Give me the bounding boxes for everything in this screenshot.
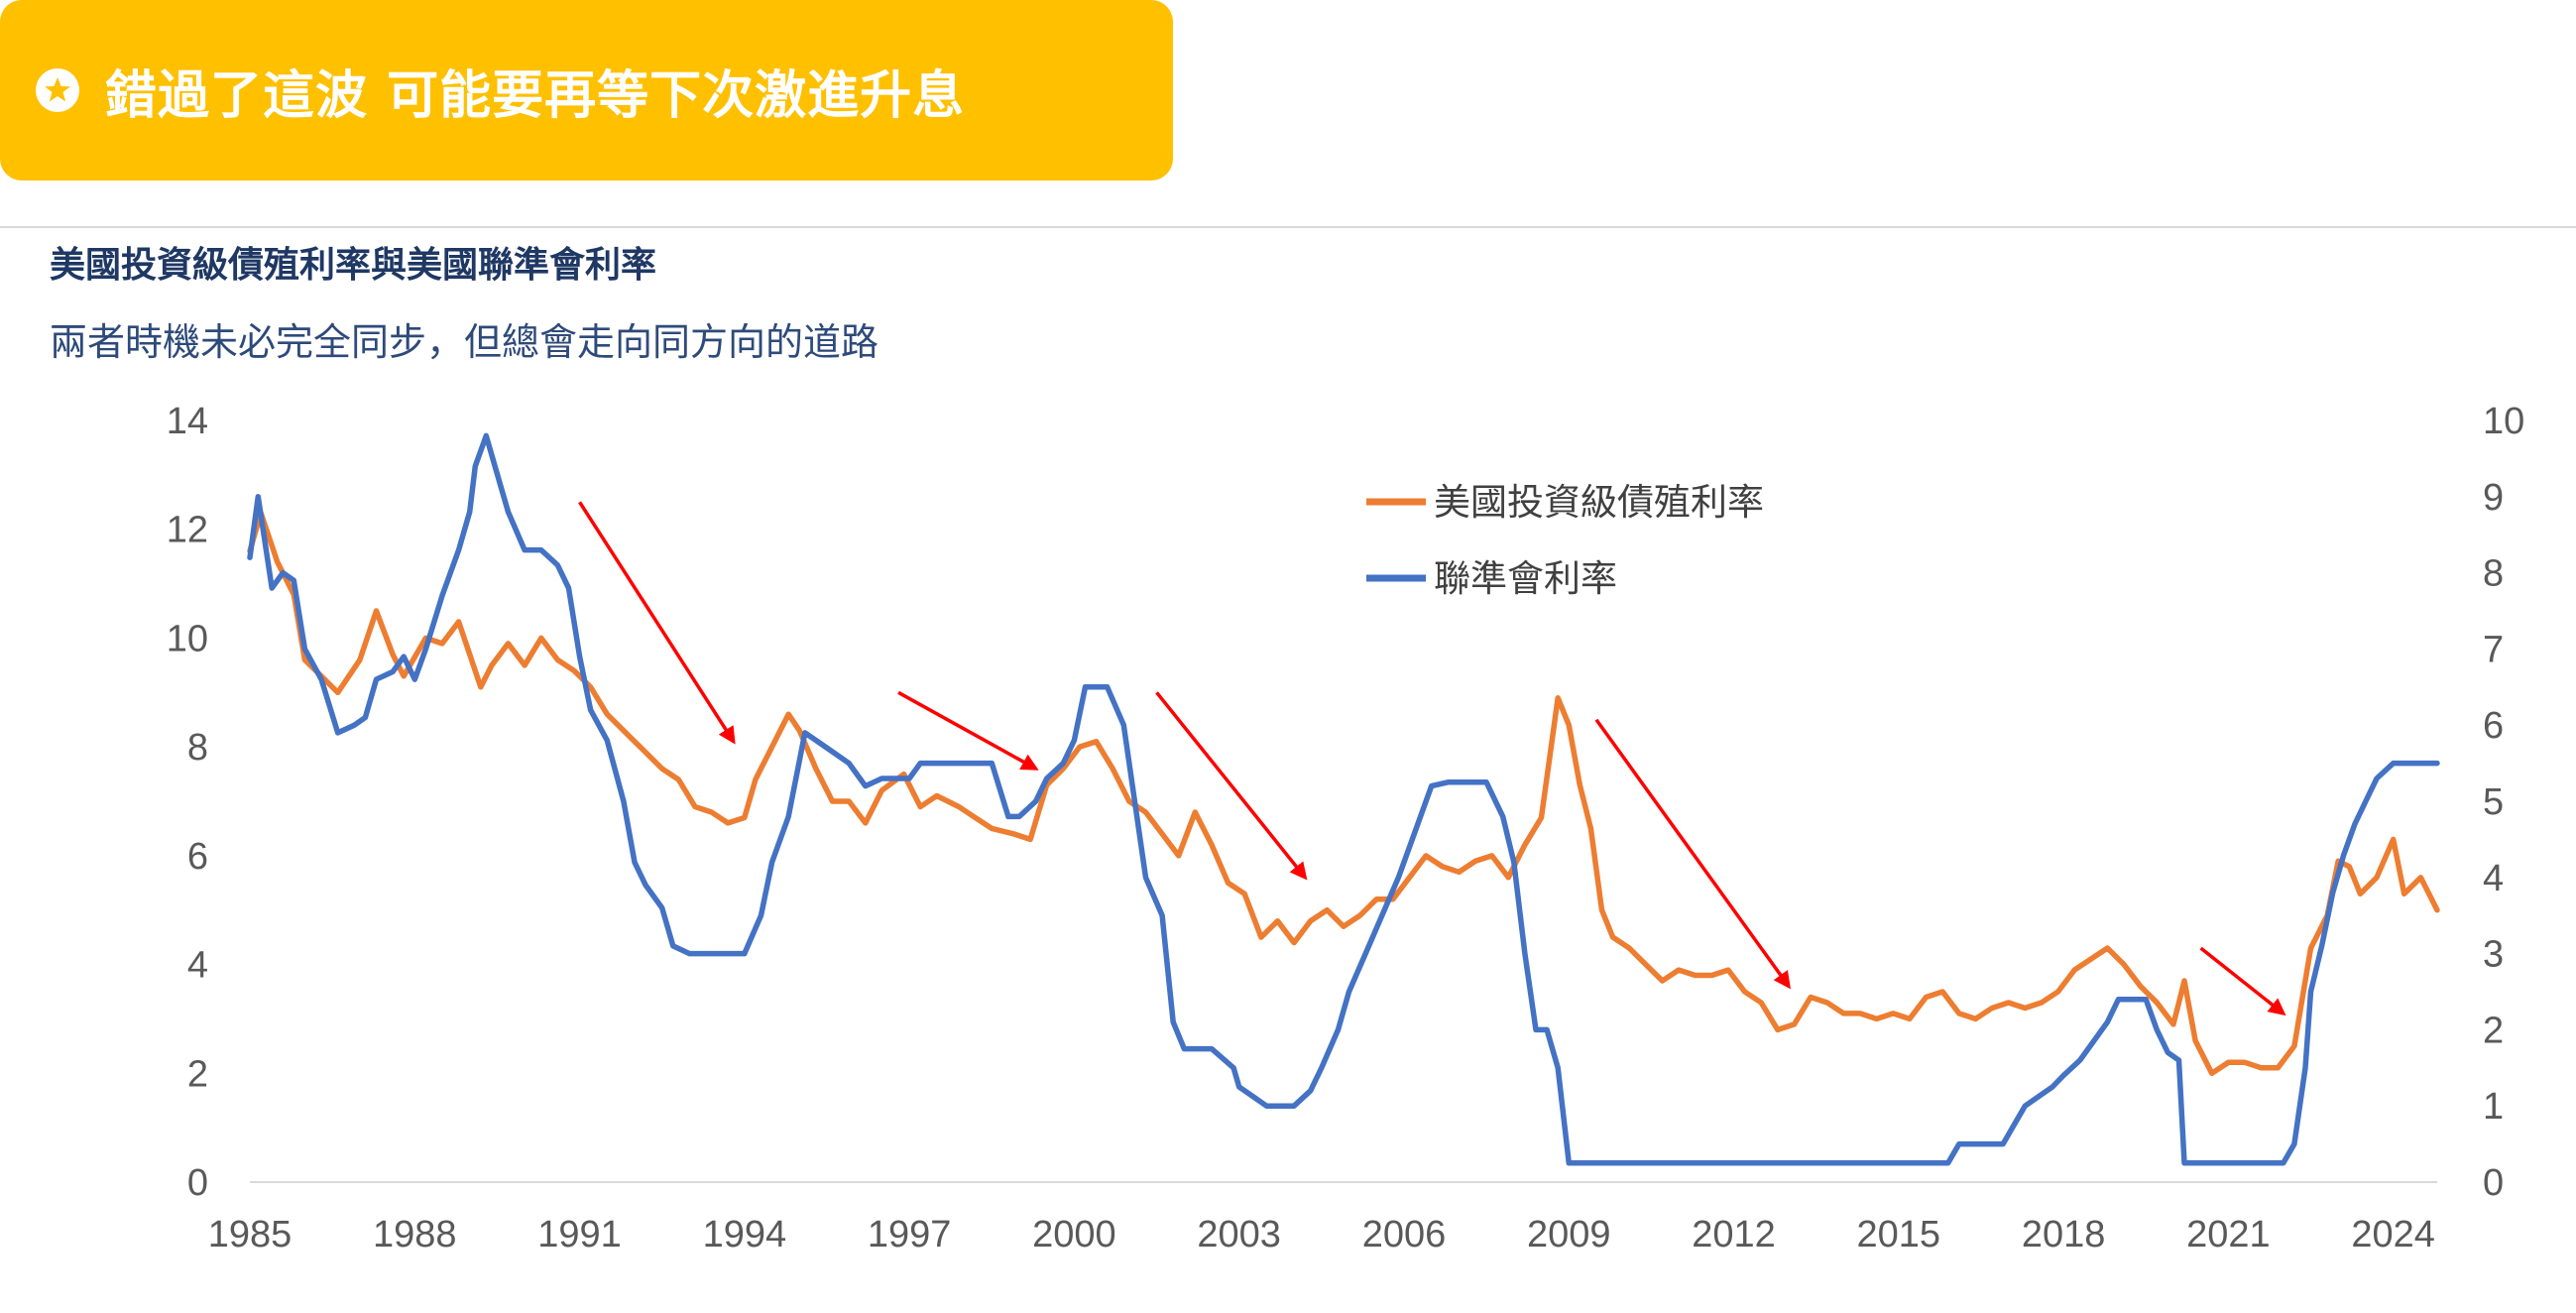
y-right-tick-label: 10: [2483, 401, 2524, 442]
trend-arrow: [2199, 946, 2286, 1016]
trend-arrow: [1155, 691, 1308, 881]
y-right-tick-label: 9: [2483, 477, 2504, 519]
chart-subtitle: 兩者時機未必完全同步，但總會走向同方向的道路: [50, 320, 879, 364]
y-right-tick-label: 2: [2483, 1010, 2504, 1051]
chart-title: 美國投資級債殖利率與美國聯準會利率: [50, 245, 657, 286]
x-tick-label: 1997: [868, 1214, 952, 1255]
x-tick-label: 2000: [1032, 1214, 1116, 1255]
y-left-tick-label: 0: [187, 1162, 208, 1204]
series-line-fed-rate: [247, 432, 2440, 1166]
y-right-tick-label: 8: [2483, 553, 2504, 595]
x-tick-label: 2021: [2186, 1214, 2271, 1255]
y-left-tick-label: 2: [187, 1053, 208, 1095]
banner-text: 錯過了這波 可能要再等下次激進升息: [105, 65, 966, 126]
y-right-tick-label: 3: [2483, 934, 2504, 976]
x-tick-label: 2003: [1197, 1214, 1281, 1255]
trend-arrow: [1594, 718, 1792, 990]
y-left-tick-label: 6: [187, 836, 208, 878]
y-left-tick-label: 8: [187, 727, 208, 769]
divider: [0, 226, 2576, 228]
x-tick-label: 2012: [1692, 1214, 1776, 1255]
x-tick-label: 1994: [703, 1214, 787, 1255]
y-left-tick-label: 12: [167, 510, 208, 551]
y-right-tick-label: 7: [2483, 629, 2504, 670]
y-left-tick-label: 4: [187, 945, 208, 987]
x-tick-label: 2024: [2351, 1214, 2435, 1255]
x-tick-label: 2006: [1362, 1214, 1447, 1255]
legend-label: 聯準會利率: [1434, 558, 1617, 599]
y-left-tick-label: 14: [167, 401, 208, 442]
y-right-tick-label: 6: [2483, 705, 2504, 747]
star-circle-icon: [36, 68, 79, 112]
x-tick-label: 1988: [373, 1214, 457, 1255]
x-tick-label: 1985: [208, 1214, 293, 1255]
x-tick-label: 2018: [2022, 1214, 2106, 1255]
x-tick-label: 2015: [1857, 1214, 1941, 1255]
y-right-tick-label: 4: [2483, 858, 2504, 899]
trend-arrow: [897, 690, 1039, 771]
trend-arrow: [578, 501, 736, 745]
headline-banner: 錯過了這波 可能要再等下次激進升息: [0, 0, 1173, 180]
y-right-tick-label: 1: [2483, 1086, 2504, 1128]
x-tick-label: 2009: [1527, 1214, 1611, 1255]
y-right-tick-label: 5: [2483, 781, 2504, 823]
y-left-tick-label: 10: [167, 618, 208, 659]
y-right-tick-label: 0: [2483, 1162, 2504, 1204]
series-line-bond-yield: [247, 510, 2440, 1077]
x-tick-label: 1991: [537, 1214, 622, 1255]
legend-label: 美國投資級債殖利率: [1434, 482, 1764, 523]
